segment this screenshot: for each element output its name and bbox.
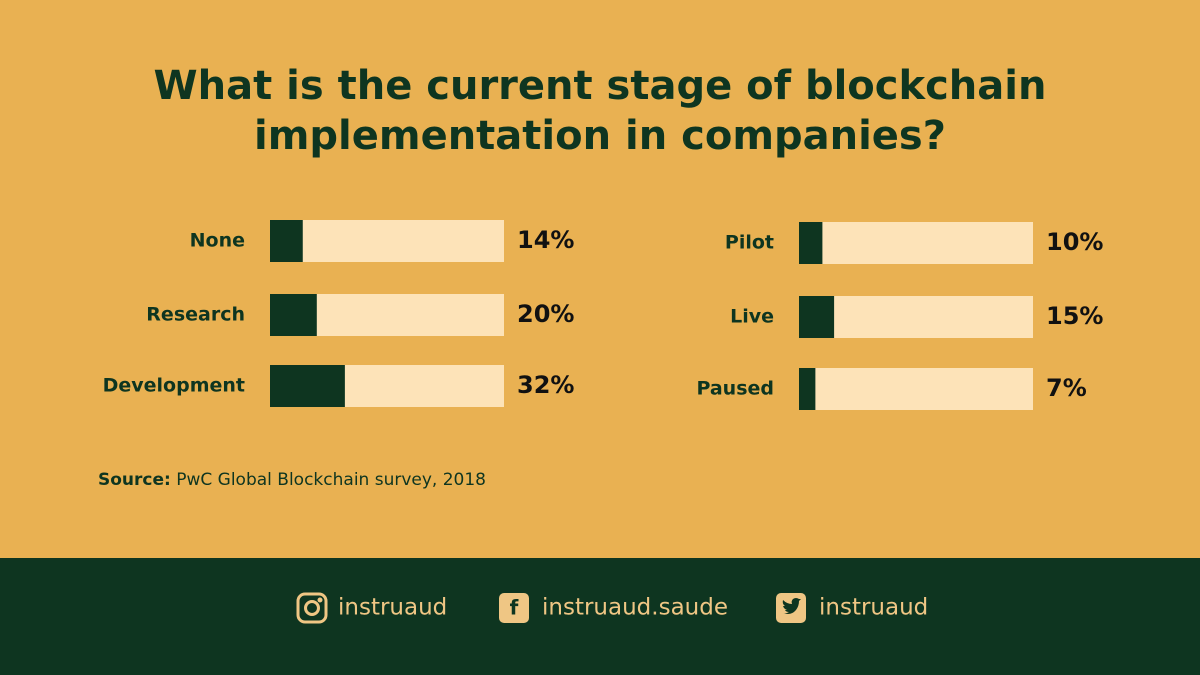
source-label: Source: — [98, 470, 171, 490]
bar — [799, 368, 816, 410]
value-label: 32% — [517, 371, 574, 399]
category-label: Paused — [696, 378, 774, 400]
source: Source: PwC Global Blockchain survey, 20… — [98, 470, 486, 490]
bar — [799, 296, 835, 338]
facebook-icon: f — [499, 593, 529, 623]
category-label: Live — [730, 306, 774, 328]
value-label: 14% — [517, 226, 574, 254]
value-label: 20% — [517, 300, 574, 328]
footer — [0, 558, 1200, 675]
title-line: What is the current stage of blockchain — [154, 63, 1047, 109]
source-text: PwC Global Blockchain survey, 2018 — [176, 470, 486, 490]
twitter-handle[interactable]: instruaud — [819, 595, 928, 621]
twitter-icon — [776, 593, 806, 623]
category-label: Development — [103, 375, 245, 397]
bar-track — [799, 296, 1033, 338]
category-label: Pilot — [725, 232, 774, 254]
bar — [270, 220, 303, 262]
value-label: 10% — [1046, 228, 1103, 256]
title-line: implementation in companies? — [254, 113, 946, 159]
value-label: 7% — [1046, 374, 1087, 402]
category-label: Research — [146, 304, 245, 326]
instagram-handle[interactable]: instruaud — [338, 595, 447, 621]
bar-track — [799, 368, 1033, 410]
category-label: None — [190, 230, 245, 252]
svg-text:f: f — [510, 596, 519, 620]
bar — [270, 294, 317, 336]
bar-track — [799, 222, 1033, 264]
bar — [799, 222, 823, 264]
facebook-handle[interactable]: instruaud.saude — [542, 595, 728, 621]
bar — [270, 365, 345, 407]
bar-track — [270, 220, 504, 262]
instagram-icon — [296, 592, 328, 624]
value-label: 15% — [1046, 302, 1103, 330]
